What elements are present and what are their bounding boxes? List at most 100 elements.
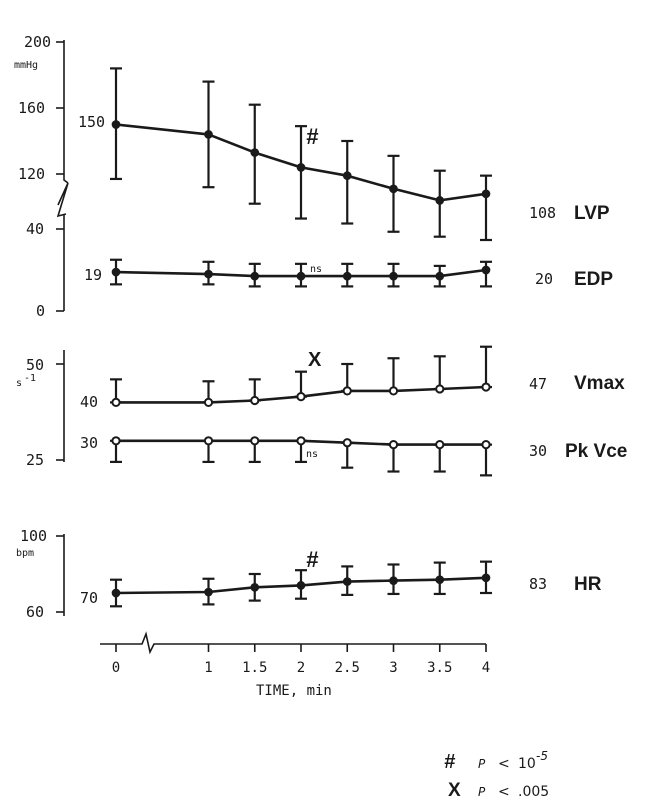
pk-vce-data-point (388, 440, 399, 450)
series-pk-vce (110, 436, 492, 477)
hr-data-point (111, 588, 121, 598)
vmax-data-point (111, 397, 121, 407)
lvp-line (115, 123, 487, 202)
series-lvp (110, 67, 492, 242)
vmax-data-point (388, 386, 399, 396)
pk-vce-data-point (111, 436, 121, 446)
hr-line (115, 576, 487, 595)
legend-value-x: .005 (518, 784, 549, 800)
y-unit-per-second: s (16, 378, 22, 389)
hr-data-point (250, 582, 260, 592)
hr-start-label: 70 (80, 589, 98, 607)
hr-end-label: 83 (529, 575, 547, 593)
hr-significance-marker: # (306, 547, 319, 572)
x-axis-line (100, 631, 486, 655)
x-axis: 0 1 1.5 2 2.5 3 3.5 4 TIME, min (100, 631, 490, 699)
hr-data-point (389, 576, 398, 586)
pk-vce-data-point (296, 436, 306, 446)
legend-p-hash: P (478, 757, 486, 771)
legend-comparator-x: < (498, 784, 510, 800)
y-tick-label-50: 50 (26, 356, 44, 374)
x-tick-label: 0 (112, 660, 120, 676)
lvp-data-point (250, 148, 260, 157)
edp-data-point (389, 271, 398, 281)
legend-symbol-x: X (448, 780, 461, 801)
panel-velocity: 50 s -1 25 40 47 Vmax X 30 30 Pk Vce ns (16, 345, 627, 477)
axis-break-mark (56, 182, 69, 218)
y-tick-label-25: 25 (26, 451, 44, 469)
lvp-data-point (481, 189, 491, 199)
edp-data-point (435, 271, 445, 281)
legend-exponent-hash: -5 (536, 749, 548, 763)
edp-data-point (481, 265, 491, 275)
x-ticks: 0 1 1.5 2 2.5 3 3.5 4 (112, 644, 490, 676)
x-tick-label: 2.5 (335, 660, 360, 676)
y-tick-label-100: 100 (20, 527, 47, 545)
y-tick-label-120: 120 (18, 165, 45, 183)
edp-line (115, 268, 487, 278)
edp-data-point (342, 271, 352, 281)
pk-vce-data-point (342, 438, 352, 448)
lvp-data-point (111, 120, 121, 129)
x-tick-label: 1.5 (242, 660, 267, 676)
x-tick-label: 1 (204, 660, 212, 676)
vmax-end-label: 47 (529, 375, 547, 393)
pk-vce-data-point (435, 440, 445, 450)
x-axis-title: TIME, min (256, 683, 332, 699)
pk-vce-data-point (481, 440, 491, 450)
x-tick-label: 2 (297, 660, 305, 676)
series-vmax (110, 345, 492, 407)
legend-comparator-hash: < (498, 756, 510, 772)
pkvce-series-name: Pk Vce (565, 441, 627, 462)
vmax-data-point (342, 386, 352, 396)
edp-data-point (111, 267, 121, 277)
pkvce-significance-ns: ns (306, 449, 318, 460)
vmax-series-name: Vmax (574, 373, 625, 394)
lvp-data-point (204, 130, 213, 139)
pkvce-end-label: 30 (529, 442, 547, 460)
lvp-data-point (389, 184, 398, 194)
hr-data-point (342, 577, 352, 586)
x-tick-label: 3.5 (427, 660, 452, 676)
hr-data-point (481, 573, 491, 583)
legend-value-hash: 10 (518, 756, 536, 772)
hr-data-point (296, 581, 306, 590)
vmax-line (116, 385, 487, 404)
y-unit-bpm: bpm (16, 548, 34, 559)
vmax-data-point (203, 397, 214, 407)
edp-start-label: 19 (84, 266, 102, 284)
pkvce-start-label: 30 (80, 434, 98, 452)
x-tick-label: 4 (482, 660, 490, 676)
lvp-end-label: 108 (529, 204, 556, 222)
lvp-series-name: LVP (574, 203, 610, 224)
panel-heart-rate: 100 bpm 60 70 83 HR # (16, 527, 602, 621)
lvp-data-point (296, 163, 306, 172)
y-unit-exponent: -1 (24, 373, 36, 384)
edp-data-point (296, 271, 306, 281)
y-tick-label-200: 200 (24, 33, 51, 51)
edp-series-name: EDP (574, 269, 613, 290)
vmax-start-label: 40 (80, 393, 98, 411)
hr-series-name: HR (574, 574, 602, 595)
vmax-data-point (250, 395, 260, 406)
pk-vce-line (116, 439, 486, 446)
series-hr (110, 560, 492, 608)
vmax-data-point (481, 382, 491, 392)
y-unit-mmhg: mmHg (14, 60, 38, 71)
lvp-data-point (342, 171, 352, 180)
legend-p-x: P (478, 785, 486, 799)
y-tick-label-160: 160 (18, 99, 45, 117)
lvp-significance-marker: # (306, 124, 319, 149)
edp-significance-ns: ns (310, 264, 322, 275)
pk-vce-data-point (203, 436, 214, 446)
edp-data-point (250, 271, 260, 281)
lvp-data-point (435, 196, 445, 205)
y-tick-label-0: 0 (36, 302, 45, 320)
panel-pressure: 200 mmHg 160 120 40 0 150 108 LVP # 19 2… (14, 33, 613, 320)
y-tick-label-40: 40 (26, 220, 44, 238)
vmax-data-point (296, 392, 306, 402)
series-edp (110, 258, 492, 288)
pk-vce-data-point (250, 436, 260, 446)
hr-data-point (204, 587, 213, 597)
